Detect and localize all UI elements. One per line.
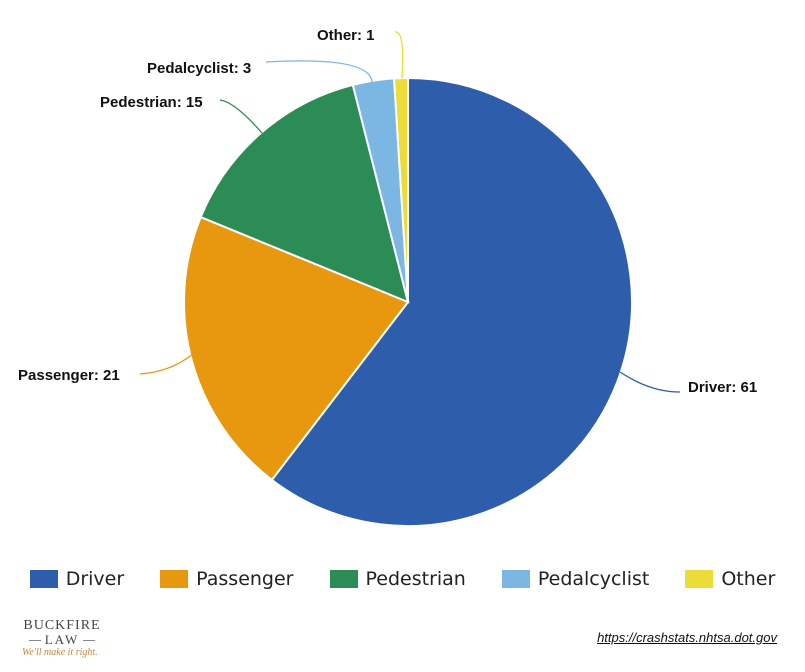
legend-item-pedestrian[interactable]: Pedestrian (329, 568, 466, 590)
legend-swatch-passenger (160, 570, 189, 588)
legend-label-other: Other (721, 568, 776, 590)
data-label-other: Other: 1 (317, 27, 375, 44)
source-link[interactable]: https://crashstats.nhtsa.dot.gov (597, 630, 777, 645)
data-label-pedalcyclist: Pedalcyclist: 3 (147, 60, 251, 77)
slice-labels: Driver: 61 Passenger: 21 Pedestrian: 15 Ped… (18, 27, 757, 396)
chart-legend: Driver Passenger Pedestrian Pedalcyclist… (0, 568, 805, 590)
logo-name: BUCKFIRE (23, 618, 101, 633)
pie-slice-other[interactable] (393, 76, 409, 303)
logo-law-row: LAW (22, 633, 102, 647)
legend-item-pedalcyclist[interactable]: Pedalcyclist (501, 568, 650, 590)
pie-slice-passenger[interactable] (183, 215, 410, 482)
leader-line-other (394, 31, 404, 79)
logo-tagline: We'll make it right. (22, 647, 98, 658)
legend-swatch-pedestrian (329, 570, 358, 588)
data-label-pedestrian: Pedestrian: 15 (100, 94, 203, 111)
legend-item-other[interactable]: Other (685, 568, 775, 590)
legend-swatch-other (685, 570, 714, 588)
data-label-driver: Driver: 61 (688, 379, 757, 396)
leader-lines (139, 31, 681, 393)
logo-rule-left (28, 639, 41, 641)
logo-law: LAW (44, 632, 80, 647)
leader-line-pedestrian (219, 99, 263, 134)
legend-item-driver[interactable]: Driver (29, 568, 125, 590)
legend-label-pedalcyclist: Pedalcyclist (537, 568, 650, 590)
leader-line-passenger (139, 353, 194, 375)
legend-swatch-driver (29, 570, 58, 588)
pie-slices (183, 76, 633, 527)
legend-label-passenger: Passenger (196, 568, 294, 590)
buckfire-law-logo: BUCKFIRE LAW We'll make it right. (22, 618, 102, 659)
pie-slice-driver[interactable] (270, 76, 633, 527)
legend-label-driver: Driver (65, 568, 125, 590)
leader-line-pedalcyclist (265, 60, 373, 83)
logo-rule-right (83, 639, 96, 641)
legend-label-pedestrian: Pedestrian (365, 568, 466, 590)
leader-line-driver (619, 371, 681, 393)
legend-swatch-pedalcyclist (501, 570, 530, 588)
data-label-passenger: Passenger: 21 (18, 367, 120, 384)
legend-item-passenger[interactable]: Passenger (160, 568, 294, 590)
